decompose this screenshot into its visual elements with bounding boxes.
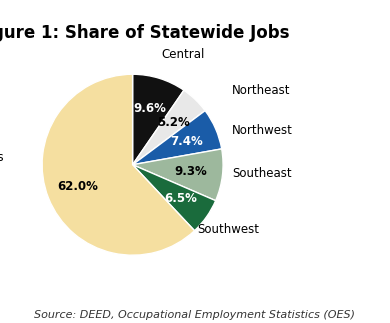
Text: Northeast: Northeast	[232, 84, 291, 97]
Wedge shape	[133, 74, 184, 165]
Text: Northwest: Northwest	[232, 124, 293, 137]
Text: 5.2%: 5.2%	[157, 116, 190, 129]
Text: Southwest: Southwest	[198, 224, 260, 236]
Text: Source: DEED, Occupational Employment Statistics (OES): Source: DEED, Occupational Employment St…	[34, 310, 356, 320]
Wedge shape	[133, 149, 223, 201]
Wedge shape	[133, 90, 205, 165]
Text: 6.5%: 6.5%	[164, 192, 197, 205]
Text: 7.4%: 7.4%	[170, 135, 203, 148]
Wedge shape	[133, 165, 216, 231]
Text: 62.0%: 62.0%	[57, 180, 98, 193]
Text: Central: Central	[161, 48, 205, 61]
Title: Figure 1: Share of Statewide Jobs: Figure 1: Share of Statewide Jobs	[0, 24, 290, 42]
Text: 9.6%: 9.6%	[134, 102, 167, 115]
Text: Twin Cities: Twin Cities	[0, 151, 4, 164]
Wedge shape	[133, 111, 222, 165]
Wedge shape	[42, 74, 195, 255]
Text: 9.3%: 9.3%	[175, 165, 207, 178]
Text: Southeast: Southeast	[232, 167, 292, 180]
